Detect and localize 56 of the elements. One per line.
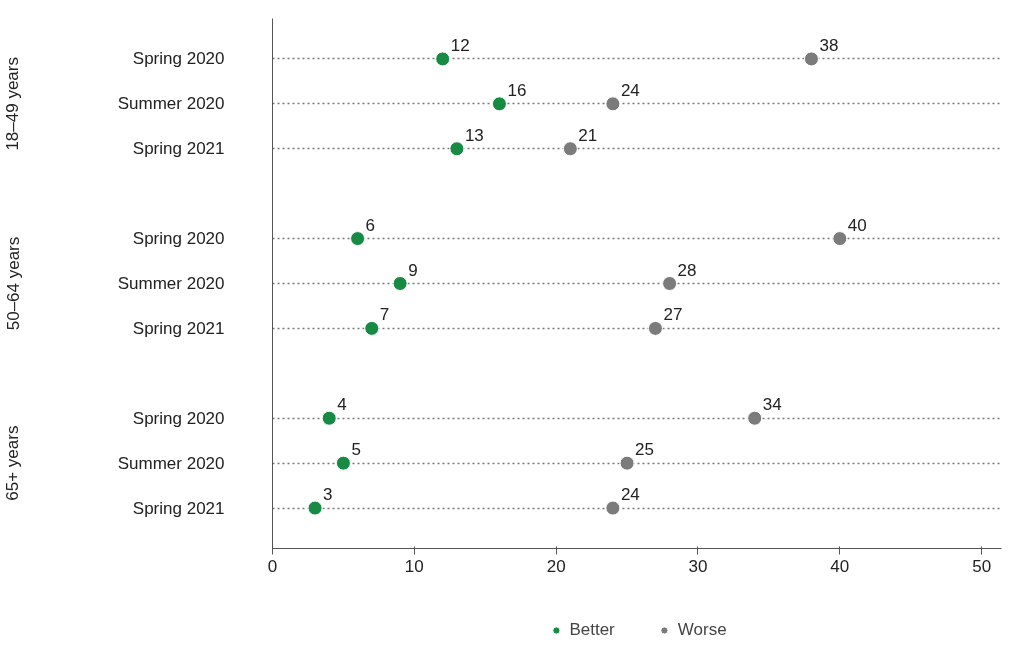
data-label: 9 — [408, 260, 418, 280]
y-tick-label: Spring 2020 — [132, 49, 225, 69]
data-label: 40 — [847, 215, 867, 235]
point — [605, 96, 621, 112]
point — [491, 96, 507, 112]
point — [803, 51, 819, 67]
x-tick-label: 20 — [546, 556, 566, 576]
legend-label: Better — [569, 619, 615, 640]
text: 50–64 years — [3, 236, 23, 331]
x-tick-label: 50 — [972, 556, 992, 576]
data-label: 24 — [620, 485, 640, 505]
x-tick-label: 0 — [267, 556, 278, 576]
x-tick-label: 10 — [404, 556, 424, 576]
y-tick-label: Spring 2020 — [132, 408, 225, 428]
point — [449, 141, 465, 157]
point — [619, 455, 635, 471]
legend-label: Worse — [677, 619, 727, 640]
point — [605, 500, 621, 516]
data-label: 4 — [337, 395, 347, 415]
data-label: 34 — [762, 395, 782, 415]
x-tick-label: 30 — [688, 556, 708, 576]
y-tick-label: Summer 2020 — [117, 274, 225, 293]
data-label: 13 — [464, 125, 484, 145]
point — [662, 276, 678, 291]
y-tick-label: Spring 2020 — [132, 229, 225, 249]
point — [435, 51, 451, 67]
data-label: 28 — [677, 260, 697, 280]
y-tick-label: Summer 2020 — [117, 453, 225, 473]
data-label: 7 — [379, 305, 390, 325]
data-label: 24 — [620, 80, 640, 100]
y-tick-label: Summer 2020 — [117, 94, 225, 114]
y-tick-label: Spring 2021 — [132, 318, 225, 338]
data-label: 25 — [635, 440, 654, 460]
point — [832, 231, 848, 247]
data-label: 16 — [507, 80, 527, 100]
point — [335, 455, 351, 471]
point — [647, 320, 663, 336]
point — [747, 410, 763, 426]
text: 65+ years — [3, 425, 23, 501]
data-label: 21 — [578, 125, 598, 145]
point — [364, 320, 380, 336]
point — [307, 500, 323, 516]
data-label: 3 — [323, 485, 333, 505]
data-label: 6 — [365, 215, 376, 235]
text: 18–49 years — [3, 57, 23, 151]
data-label: 12 — [450, 35, 470, 55]
data-label: 38 — [819, 35, 839, 55]
y-tick-label: Spring 2021 — [132, 498, 225, 518]
y-tick-label: Spring 2021 — [132, 139, 225, 159]
point — [562, 141, 578, 157]
data-label: 27 — [663, 305, 683, 325]
data-label: 5 — [351, 440, 361, 460]
point — [321, 410, 337, 426]
point — [392, 276, 408, 291]
x-tick-label: 40 — [830, 556, 850, 576]
point — [350, 231, 366, 247]
